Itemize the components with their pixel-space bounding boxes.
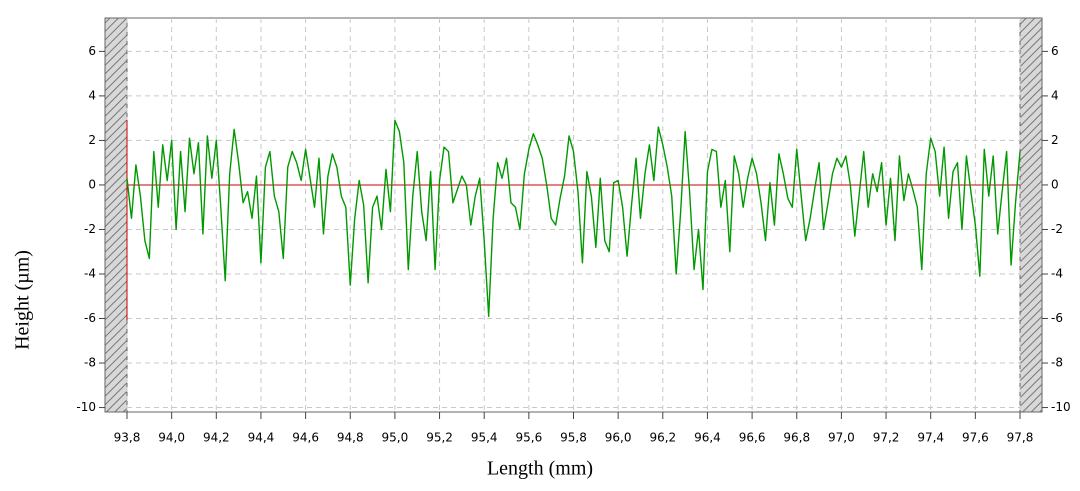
x-tick-label: 95,0	[382, 431, 409, 445]
x-tick-label: 95,6	[515, 431, 542, 445]
y2-tick-label: 2	[1051, 133, 1059, 147]
x-tick-label: 94,6	[292, 431, 319, 445]
x-tick-label: 95,8	[560, 431, 587, 445]
y2-tick-label: -6	[1051, 311, 1063, 325]
y-tick-label: -10	[76, 400, 96, 414]
y2-tick-label: -2	[1051, 222, 1063, 236]
profile-line	[126, 119, 1021, 317]
y2-tick-label: -10	[1051, 400, 1071, 414]
y-tick-label: -6	[84, 311, 96, 325]
excluded-region	[1019, 17, 1043, 413]
y2-tick-label: 0	[1051, 177, 1059, 191]
x-tick-label: 94,0	[158, 431, 185, 445]
x-tick-label: 97,0	[828, 431, 855, 445]
x-tick-label: 97,2	[873, 431, 900, 445]
y-tick-label: 6	[88, 44, 96, 58]
x-tick-label: 97,6	[962, 431, 989, 445]
x-tick-label: 96,0	[605, 431, 632, 445]
x-tick-label: 95,4	[471, 431, 498, 445]
y2-tick-label: 4	[1051, 88, 1059, 102]
x-tick-label: 96,8	[783, 431, 810, 445]
y-tick-label: -8	[84, 356, 96, 370]
x-tick-label: 94,2	[203, 431, 230, 445]
excluded-region	[104, 17, 128, 413]
x-tick-label: 96,4	[694, 431, 721, 445]
x-tick-label: 94,4	[248, 431, 275, 445]
y2-tick-label: 6	[1051, 44, 1059, 58]
y-tick-label: 2	[88, 133, 96, 147]
y-tick-label: 4	[88, 88, 96, 102]
y2-tick-label: -8	[1051, 356, 1063, 370]
y-tick-label: -2	[84, 222, 96, 236]
x-tick-label: 96,6	[739, 431, 766, 445]
x-tick-label: 94,8	[337, 431, 364, 445]
x-tick-label: 97,8	[1007, 431, 1034, 445]
y-tick-label: -4	[84, 266, 96, 280]
x-tick-label: 95,2	[426, 431, 453, 445]
y2-tick-label: -4	[1051, 266, 1063, 280]
y-tick-label: 0	[88, 177, 96, 191]
x-axis-title: Length (mm)	[487, 458, 593, 480]
x-tick-label: 93,8	[114, 431, 141, 445]
x-tick-label: 96,2	[649, 431, 676, 445]
y-axis-title: Height (µm)	[12, 250, 34, 350]
x-tick-label: 97,4	[917, 431, 944, 445]
